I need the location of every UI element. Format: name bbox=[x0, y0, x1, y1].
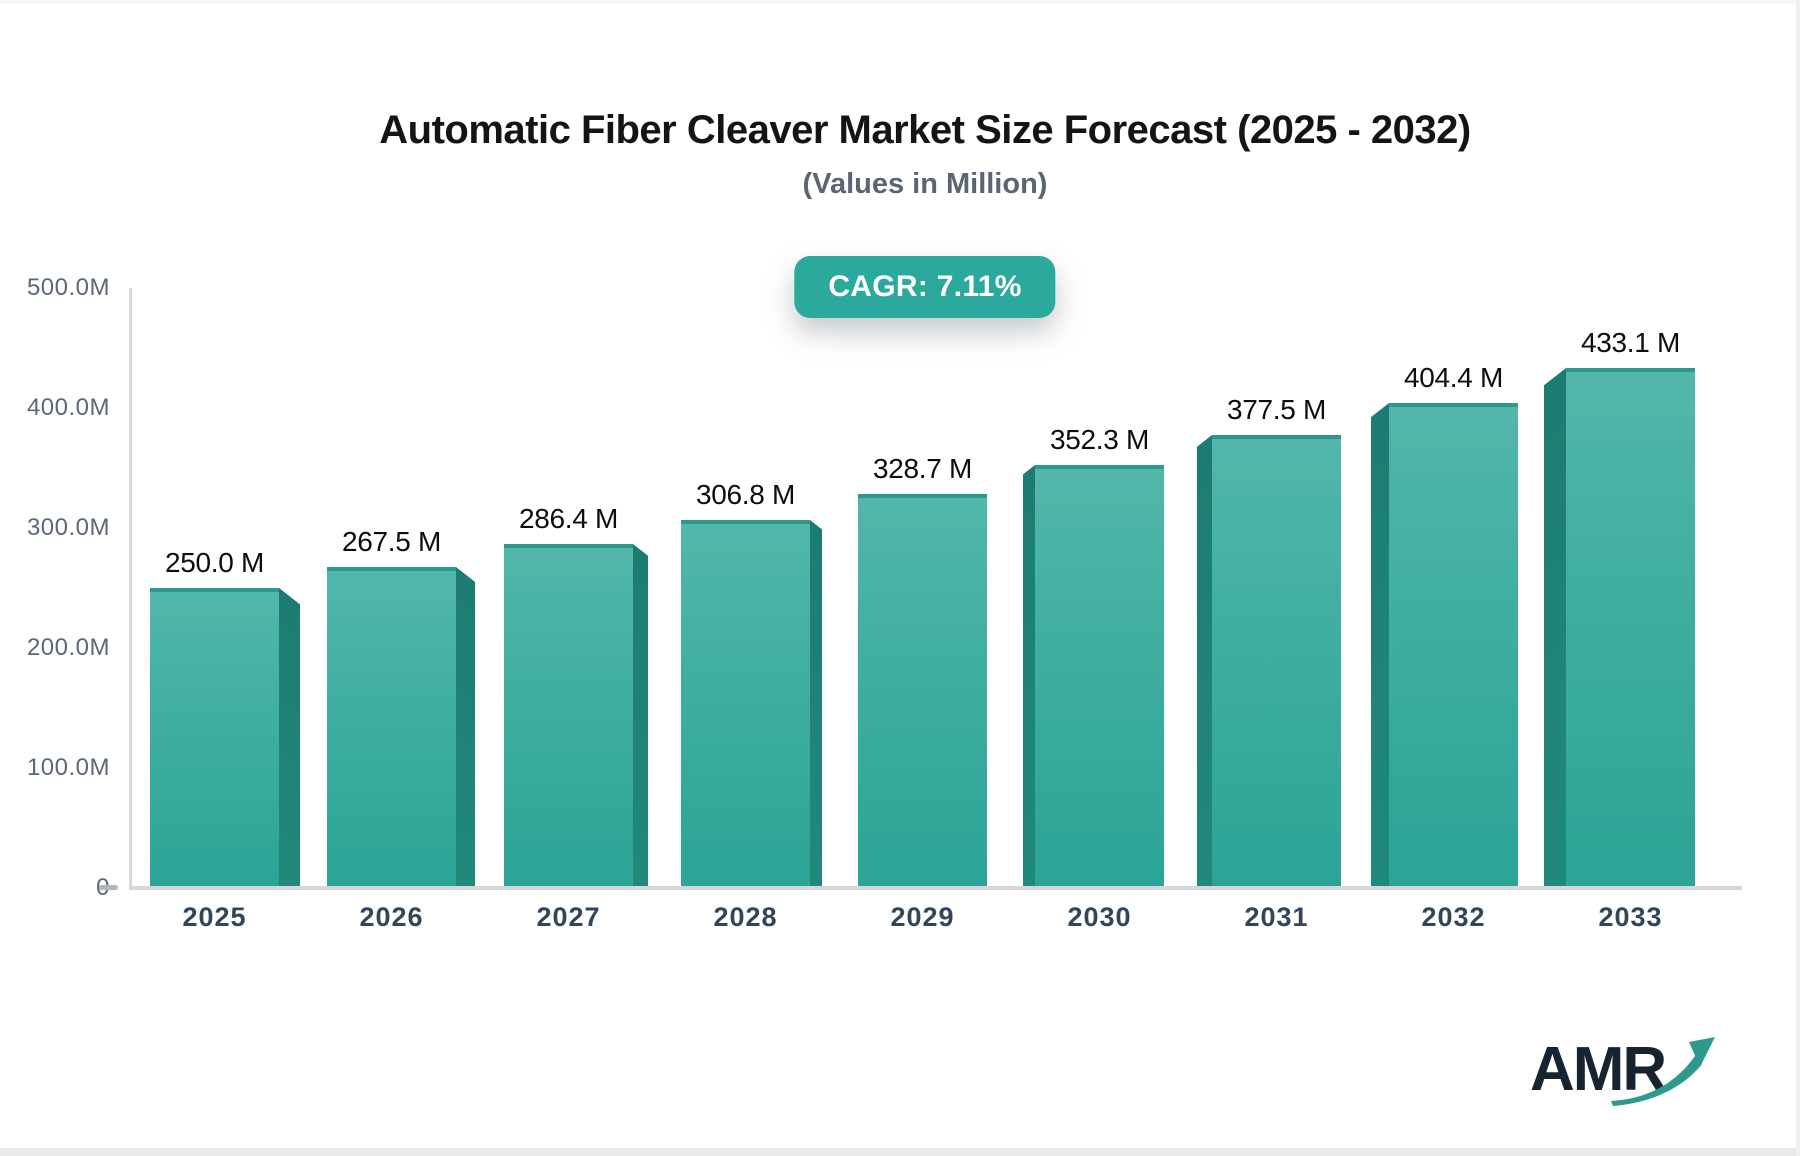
y-tick-label: 100.0M bbox=[26, 754, 110, 781]
y-axis-line bbox=[129, 288, 132, 889]
bar-front-face bbox=[1389, 402, 1518, 888]
x-category-label-2030: 2030 bbox=[1067, 902, 1132, 932]
bar-side-face bbox=[1371, 402, 1389, 888]
bar-side-face bbox=[279, 588, 300, 888]
bar-value-label: 404.4 M bbox=[1403, 361, 1504, 393]
zero-tick-dash bbox=[99, 885, 118, 890]
bar-value-label: 250.0 M bbox=[164, 547, 265, 578]
page-bottom-border bbox=[0, 1148, 1800, 1156]
bar-front-face bbox=[1035, 465, 1164, 888]
chart-subtitle: (Values in Million) bbox=[802, 168, 1048, 200]
bar-value-label: 433.1 M bbox=[1580, 327, 1681, 359]
x-category-label-2033: 2033 bbox=[1598, 902, 1663, 932]
bar-2030 bbox=[1023, 465, 1164, 888]
bar-side-face bbox=[1197, 435, 1212, 888]
brand-logo: AMR bbox=[1530, 1030, 1720, 1120]
chart-title: Automatic Fiber Cleaver Market Size Fore… bbox=[379, 108, 1471, 152]
bar-front-face bbox=[327, 567, 456, 888]
growth-arrow-icon bbox=[1611, 1037, 1715, 1106]
bar-2033 bbox=[1544, 368, 1695, 888]
bar-front-face bbox=[1212, 435, 1341, 888]
bar-2031 bbox=[1197, 435, 1341, 888]
bar-2026 bbox=[327, 567, 475, 888]
y-tick-label: 200.0M bbox=[26, 634, 110, 661]
bar-2032 bbox=[1371, 402, 1518, 888]
y-tick-label: 400.0M bbox=[26, 394, 110, 421]
bar-2029 bbox=[858, 493, 987, 888]
x-category-label-2029: 2029 bbox=[890, 902, 955, 932]
bar-2025 bbox=[150, 588, 300, 888]
bar-front-face bbox=[504, 544, 633, 888]
bar-side-face bbox=[456, 567, 475, 888]
bar-2028 bbox=[681, 519, 822, 888]
x-category-label-2027: 2027 bbox=[536, 902, 601, 932]
bar-side-face bbox=[633, 544, 648, 888]
brand-logo-text: AMR bbox=[1530, 1035, 1667, 1104]
bar-front-face bbox=[1566, 368, 1695, 888]
bar-side-face bbox=[1023, 465, 1035, 888]
x-category-label-2032: 2032 bbox=[1421, 902, 1486, 932]
bar-value-label: 328.7 M bbox=[872, 452, 973, 484]
cagr-badge: CAGR: 7.11% bbox=[794, 256, 1056, 318]
bar-value-label: 306.8 M bbox=[695, 478, 796, 510]
page-right-border bbox=[1796, 0, 1800, 1156]
x-category-label-2026: 2026 bbox=[359, 902, 424, 932]
x-category-label-2031: 2031 bbox=[1244, 902, 1309, 932]
y-tick-label: 300.0M bbox=[26, 514, 110, 541]
bar-front-face bbox=[858, 493, 987, 888]
bar-side-face bbox=[810, 519, 822, 888]
bar-2027 bbox=[504, 544, 648, 888]
plot-area: 250.0 M 267.5 M 286.4 M 306.8 M 328.7 M 352.3… bbox=[0, 280, 1800, 888]
bar-front-face bbox=[681, 519, 810, 888]
x-category-label-2028: 2028 bbox=[713, 902, 778, 932]
bar-value-label: 377.5 M bbox=[1226, 394, 1327, 425]
page-top-border bbox=[0, 0, 1800, 4]
x-axis-line bbox=[129, 886, 1742, 890]
bar-front-face bbox=[150, 588, 279, 888]
bar-value-label: 267.5 M bbox=[341, 526, 442, 557]
bar-side-face bbox=[1544, 368, 1566, 888]
bar-value-label: 286.4 M bbox=[518, 503, 619, 535]
x-category-label-2025: 2025 bbox=[182, 902, 247, 932]
bar-value-label: 352.3 M bbox=[1049, 424, 1150, 456]
y-tick-label: 500.0M bbox=[26, 274, 110, 301]
